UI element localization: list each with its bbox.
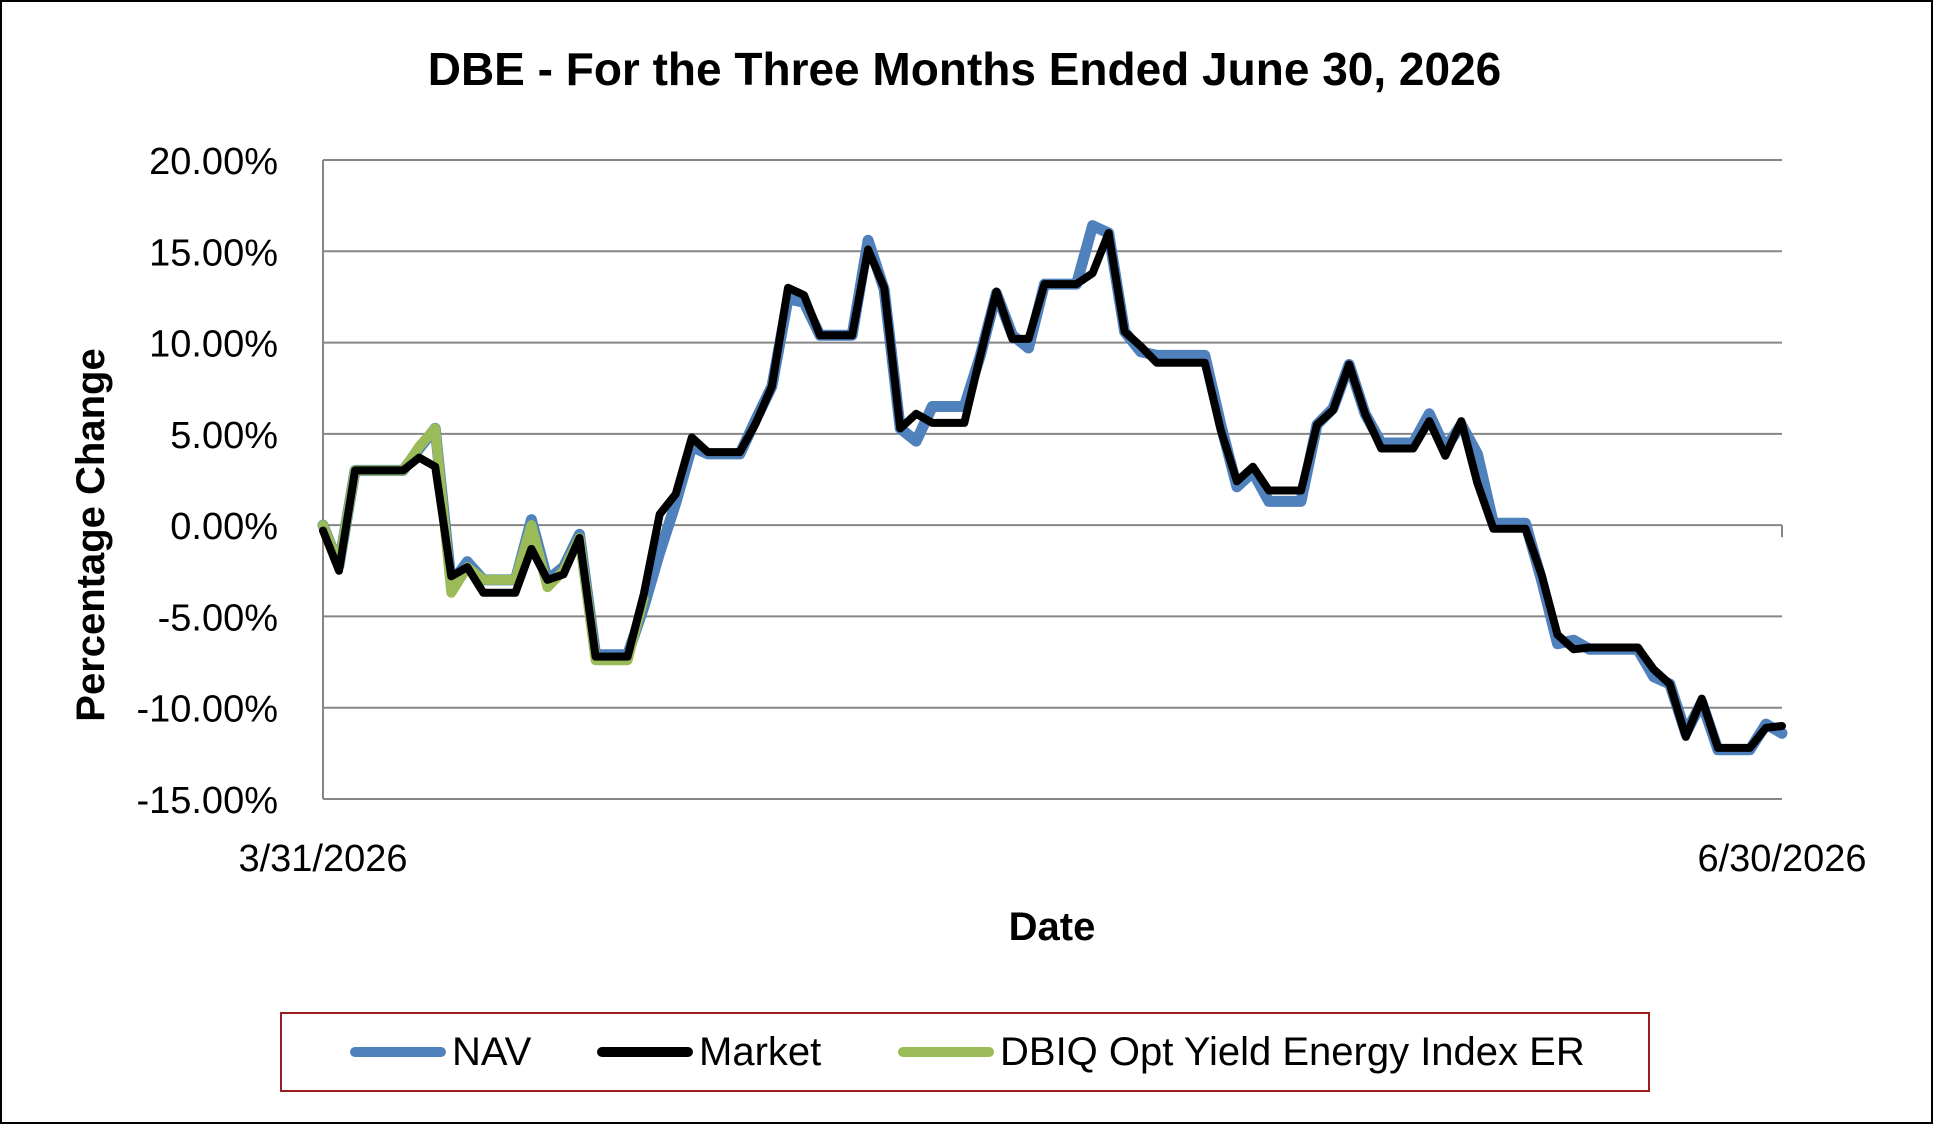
legend-label-market: Market <box>699 1029 822 1074</box>
y-tick-label: 20.00% <box>149 141 278 183</box>
market-line <box>319 229 1786 752</box>
chart-title: DBE - For the Three Months Ended June 30… <box>427 43 1502 95</box>
legend-swatch-index <box>898 1047 994 1057</box>
index-line <box>318 423 649 666</box>
y-axis-label: Percentage Change <box>69 348 113 721</box>
legend-swatch-nav <box>350 1047 446 1057</box>
y-tick-label: 15.00% <box>149 232 278 274</box>
legend-label-nav: NAV <box>452 1029 532 1074</box>
y-tick-label: -15.00% <box>136 780 278 822</box>
nav-line <box>317 220 1788 756</box>
series-lines <box>317 220 1788 756</box>
legend-label-index: DBIQ Opt Yield Energy Index ER <box>1000 1029 1585 1074</box>
y-tick-label: 10.00% <box>149 324 278 366</box>
axes <box>322 160 1783 799</box>
y-tick-labels: 20.00% 15.00% 10.00% 5.00% 0.00% -5.00% -10.00… <box>136 141 278 822</box>
legend-swatch-market <box>597 1047 693 1057</box>
x-tick-label-end: 6/30/2026 <box>1697 838 1866 880</box>
x-axis-label: Date <box>1009 905 1096 949</box>
legend-item-index: DBIQ Opt Yield Energy Index ER <box>898 1014 1585 1090</box>
x-tick-labels: 3/31/2026 6/30/2026 <box>238 838 1866 880</box>
y-tick-label: 5.00% <box>170 415 278 457</box>
x-tick-label-start: 3/31/2026 <box>238 838 407 880</box>
y-tick-label: -5.00% <box>158 597 278 639</box>
legend-item-market: Market <box>597 1014 821 1090</box>
y-tick-label: 0.00% <box>170 506 278 548</box>
legend-item-nav: NAV <box>350 1014 531 1090</box>
gridlines <box>323 159 1782 800</box>
legend: NAV Market DBIQ Opt Yield Energy Index E… <box>280 1012 1650 1092</box>
y-tick-label: -10.00% <box>136 689 278 731</box>
